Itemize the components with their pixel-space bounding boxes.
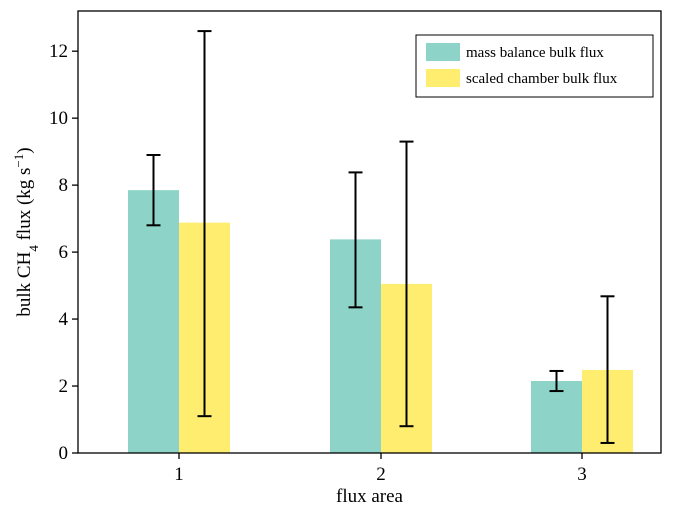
error-bars-layer (146, 30, 615, 444)
error-bar-series-1-category-1 (146, 153, 161, 227)
y-label-middle: flux (kg s (14, 168, 35, 246)
y-label-prefix: bulk CH (14, 251, 35, 316)
y-tick-label: 4 (59, 309, 69, 330)
x-axis: 1 2 3 (174, 453, 587, 485)
y-label-superscript: −1 (11, 154, 26, 168)
error-bar-series-1-category-3 (549, 369, 564, 393)
y-tick-label: 10 (49, 108, 68, 129)
legend-swatch-1 (426, 43, 460, 61)
legend-swatch-2 (426, 69, 460, 87)
y-tick-label: 6 (59, 242, 69, 263)
y-tick-label: 8 (59, 175, 69, 196)
x-tick-label: 3 (577, 464, 587, 485)
y-label-suffix: ) (14, 147, 35, 153)
error-bar-series-2-category-3 (600, 295, 615, 444)
error-bar-series-1-category-2 (348, 171, 363, 309)
y-label-subscript: 4 (26, 245, 41, 252)
x-tick-label: 1 (174, 464, 184, 485)
plot-frame (77, 10, 662, 454)
legend: mass balance bulk flux scaled chamber bul… (415, 34, 654, 98)
bar-series-1-category-3 (531, 381, 582, 453)
x-axis-label: flux area (336, 486, 404, 507)
bar-series-1-category-1 (128, 190, 179, 454)
y-axis: 0 2 4 6 8 10 12 (49, 41, 78, 464)
x-tick-label: 2 (376, 464, 386, 485)
y-axis-label: bulk CH4 flux (kg s−1) (11, 147, 41, 316)
y-tick-label: 2 (59, 376, 69, 397)
y-tick-label: 12 (49, 41, 68, 62)
error-bar-series-2-category-2 (399, 140, 414, 428)
y-tick-label: 0 (59, 443, 69, 464)
legend-label-2: scaled chamber bulk flux (466, 71, 618, 87)
legend-label-1: mass balance bulk flux (466, 45, 604, 61)
error-bar-series-2-category-1 (197, 30, 212, 418)
